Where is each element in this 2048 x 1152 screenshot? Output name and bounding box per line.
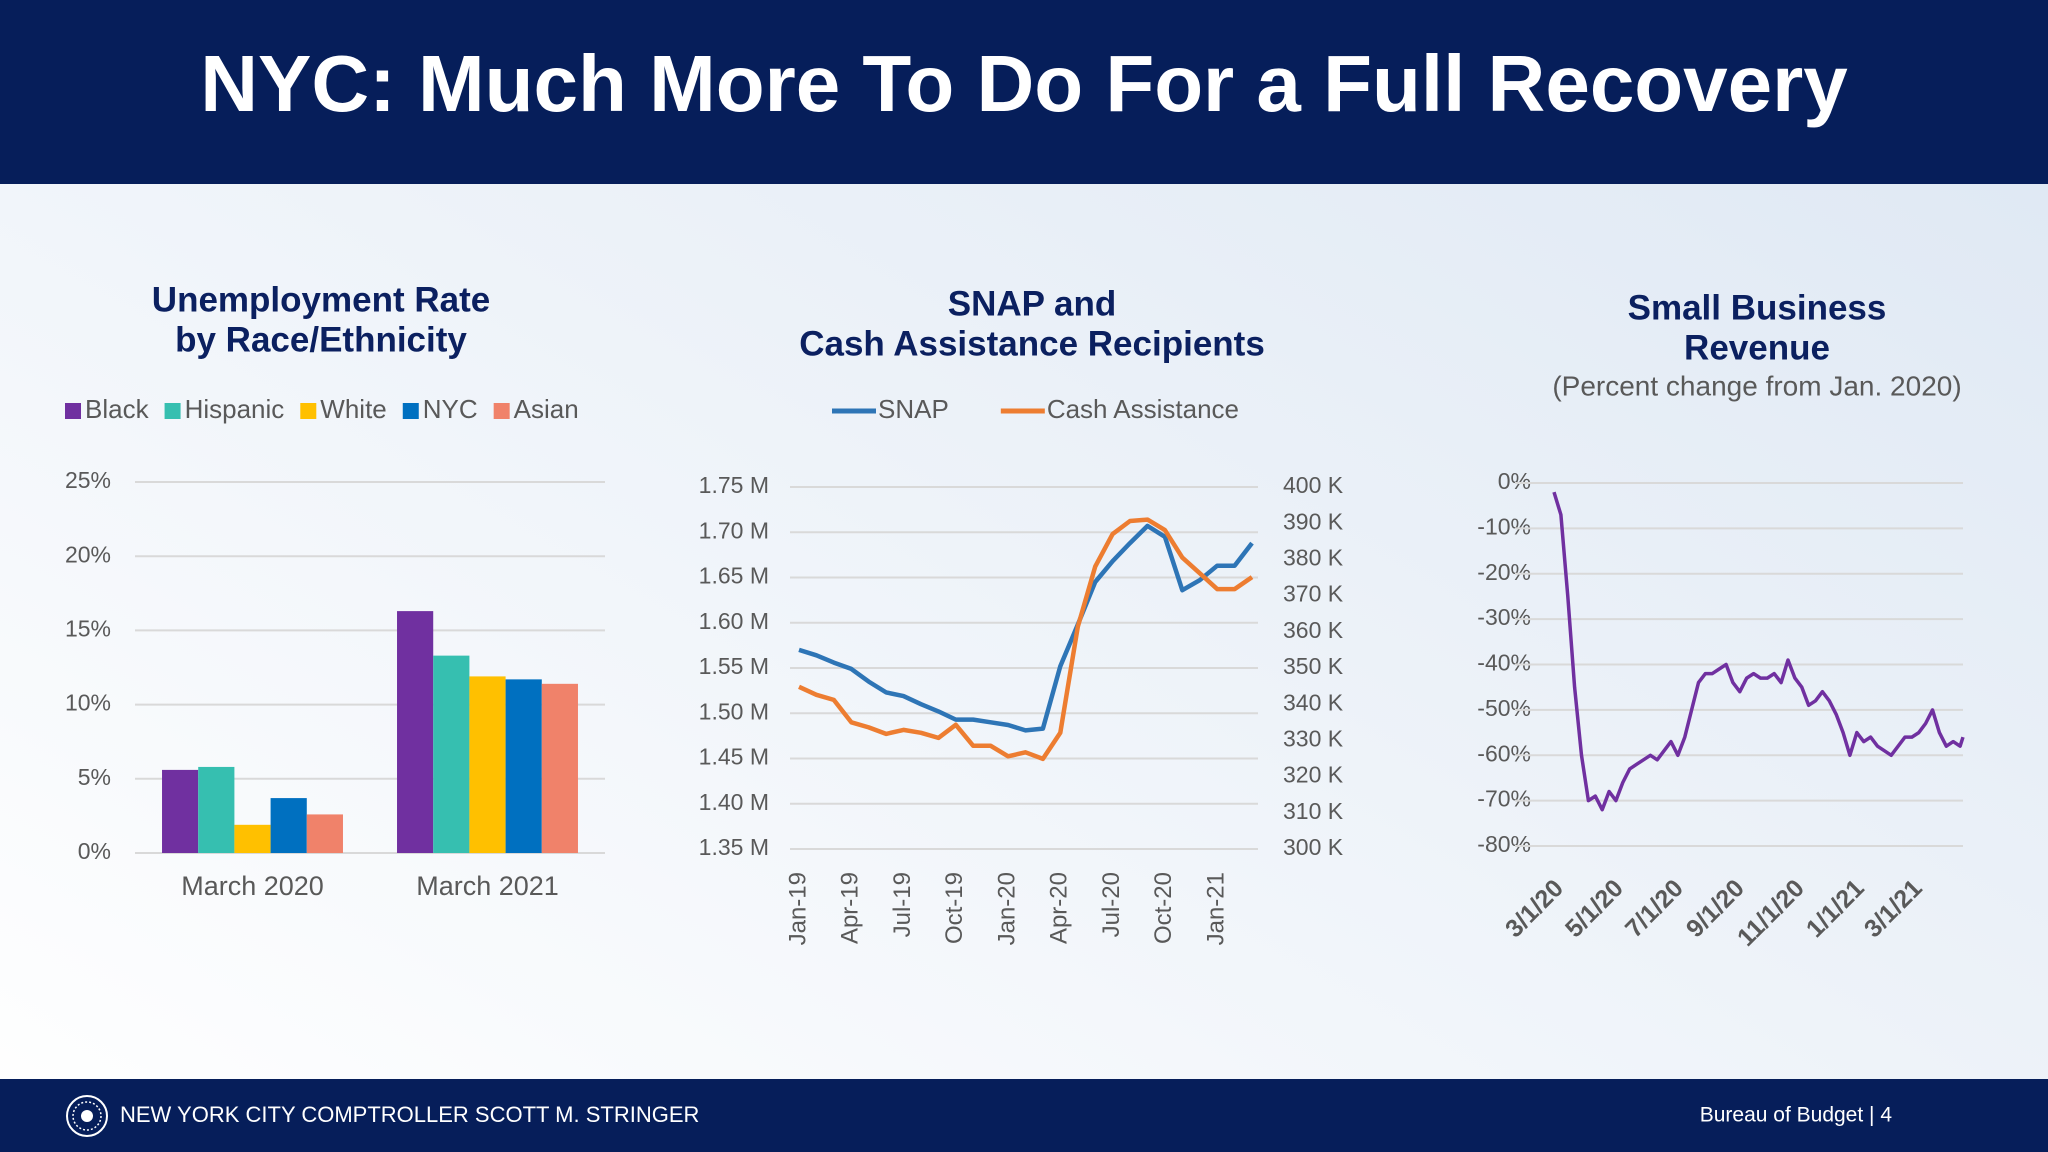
bar (397, 611, 434, 853)
x-tick-label: March 2020 (181, 871, 324, 901)
legend-label: SNAP (878, 394, 949, 424)
y-tick-label: 1.60 M (699, 608, 769, 634)
legend-swatch (402, 403, 419, 419)
y-tick-label: -50% (1477, 695, 1531, 721)
footer-right: Bureau of Budget | 4 (1700, 1104, 1893, 1127)
legend-item: Hispanic (164, 394, 285, 424)
bar (433, 655, 470, 853)
y-tick-label: 1.35 M (699, 834, 769, 860)
y-tick-label: -70% (1477, 786, 1531, 812)
footer-bar (0, 1079, 2048, 1152)
y-tick-label: 320 K (1283, 762, 1344, 788)
legend-swatch (493, 403, 510, 419)
x-tick-label: Jan-20 (993, 872, 1020, 945)
y-tick-label: 330 K (1283, 725, 1344, 751)
x-tick-label: Jul-20 (1098, 872, 1125, 937)
x-tick-label: March 2021 (416, 871, 559, 901)
y-tick-label: 20% (65, 541, 111, 567)
header-bar (0, 0, 2048, 184)
y-tick-label: 1.50 M (699, 698, 769, 724)
y-tick-label: 1.75 M (699, 472, 769, 498)
slide-title: NYC: Much More To Do For a Full Recovery (200, 39, 1848, 128)
data-line (1552, 491, 1965, 812)
legend-item: SNAP (832, 394, 949, 424)
y-tick-label: 390 K (1283, 508, 1344, 534)
y-tick-label: 25% (65, 467, 111, 493)
chart-subtitle: (Percent change from Jan. 2020) (1552, 370, 1961, 401)
y-tick-label: 1.45 M (699, 744, 769, 770)
data-line (798, 523, 1254, 733)
y-tick-label: 0% (1498, 468, 1531, 494)
chart-title: Unemployment Rate (152, 280, 490, 319)
y-tick-label: -20% (1477, 559, 1531, 585)
bar (162, 769, 199, 853)
chart-title: by Race/Ethnicity (175, 320, 467, 359)
legend-swatch (300, 403, 317, 419)
legend-item: Asian (493, 394, 579, 424)
x-tick-label: Jan-21 (1202, 872, 1229, 945)
x-tick-label: Apr-20 (1046, 872, 1073, 944)
legend-item: NYC (402, 394, 478, 424)
y-tick-label: 15% (65, 615, 111, 641)
legend-swatch (65, 403, 81, 419)
y-tick-label: 300 K (1283, 834, 1344, 860)
x-tick-label: Apr-19 (837, 872, 864, 944)
y-tick-label: 400 K (1283, 472, 1344, 498)
x-tick-label: Oct-19 (941, 872, 968, 944)
footer-left: NEW YORK CITY COMPTROLLER SCOTT M. STRIN… (120, 1102, 699, 1127)
y-tick-label: 370 K (1283, 581, 1344, 607)
legend-item: Black (65, 394, 150, 424)
y-tick-label: -60% (1477, 740, 1531, 766)
legend-item: Cash Assistance (1000, 394, 1239, 424)
data-line (798, 517, 1254, 762)
chart-title: SNAP and (948, 284, 1117, 323)
legend-label: Cash Assistance (1047, 394, 1239, 424)
y-tick-label: -40% (1477, 650, 1531, 676)
x-tick-label: Jul-19 (889, 872, 916, 937)
chart-title: Cash Assistance Recipients (799, 324, 1265, 363)
y-tick-label: 1.40 M (699, 789, 769, 815)
y-tick-label: 10% (65, 690, 111, 716)
legend-label: NYC (423, 394, 478, 424)
x-tick-label: Oct-20 (1150, 872, 1177, 944)
bar (541, 683, 578, 853)
seal-icon (66, 1095, 108, 1137)
legend-label: White (320, 394, 386, 424)
y-tick-label: 340 K (1283, 689, 1344, 715)
bar (505, 679, 542, 853)
bar (469, 676, 506, 853)
chart-title: Revenue (1684, 328, 1830, 367)
y-tick-label: -30% (1477, 604, 1531, 630)
y-tick-label: 1.55 M (699, 653, 769, 679)
bar (270, 798, 307, 853)
legend-item: White (300, 394, 387, 424)
legend-label: Hispanic (185, 394, 285, 424)
y-tick-label: 0% (78, 838, 111, 864)
legend-label: Black (85, 394, 150, 424)
legend-swatch (164, 403, 181, 419)
y-tick-label: -10% (1477, 513, 1531, 539)
y-tick-label: 380 K (1283, 544, 1344, 570)
y-tick-label: 5% (78, 764, 111, 790)
legend-label: Asian (514, 394, 579, 424)
y-tick-label: 1.65 M (699, 563, 769, 589)
bar (234, 824, 271, 853)
y-tick-label: 360 K (1283, 617, 1344, 643)
bar (198, 766, 235, 853)
bar (306, 814, 343, 853)
x-tick-label: Jan-19 (784, 872, 811, 945)
y-tick-label: 1.70 M (699, 517, 769, 543)
chart-title: Small Business (1628, 288, 1887, 327)
y-tick-label: 310 K (1283, 798, 1344, 824)
y-tick-label: -80% (1477, 831, 1531, 857)
y-tick-label: 350 K (1283, 653, 1344, 679)
